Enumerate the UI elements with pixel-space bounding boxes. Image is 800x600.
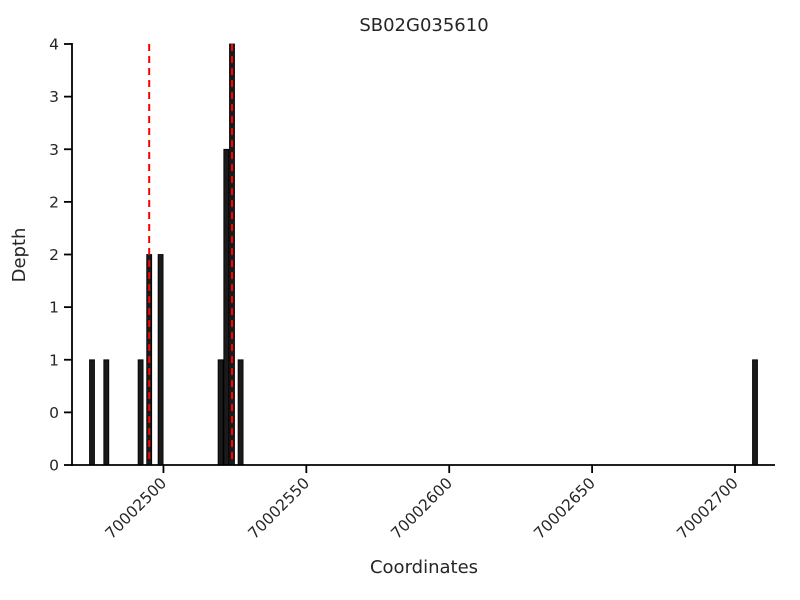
x-tick-label: 70002500 — [102, 474, 171, 543]
y-tick-label: 2 — [49, 246, 59, 264]
chart-title: SB02G035610 — [359, 15, 488, 36]
y-tick-label: 4 — [49, 36, 59, 54]
depth-bar — [103, 359, 110, 466]
depth-bar — [237, 359, 244, 466]
y-tick-label: 3 — [49, 88, 59, 106]
x-axis-label: Coordinates — [370, 557, 478, 578]
y-tick-label: 1 — [49, 299, 59, 317]
y-tick-label: 2 — [49, 193, 59, 211]
y-tick-label: 0 — [49, 404, 59, 422]
depth-bar — [217, 359, 224, 466]
depth-bar — [752, 359, 758, 466]
y-tick-label: 3 — [49, 141, 59, 159]
x-tick-label: 70002650 — [530, 474, 599, 543]
depth-bar — [157, 254, 164, 466]
x-tick-label: 70002600 — [388, 474, 457, 543]
y-tick-label: 0 — [49, 457, 59, 475]
depth-bar — [89, 359, 95, 466]
depth-bar — [137, 359, 144, 466]
y-tick-label: 1 — [49, 351, 59, 369]
depth-bar — [223, 148, 230, 466]
plot-area: 0 0 1 1 2 2 3 3 4 70002500 70002550 70002600 7000265… — [49, 36, 775, 543]
y-axis-label: Depth — [9, 228, 30, 283]
x-tick-label: 70002700 — [673, 474, 742, 543]
x-tick-label: 70002550 — [245, 474, 314, 543]
